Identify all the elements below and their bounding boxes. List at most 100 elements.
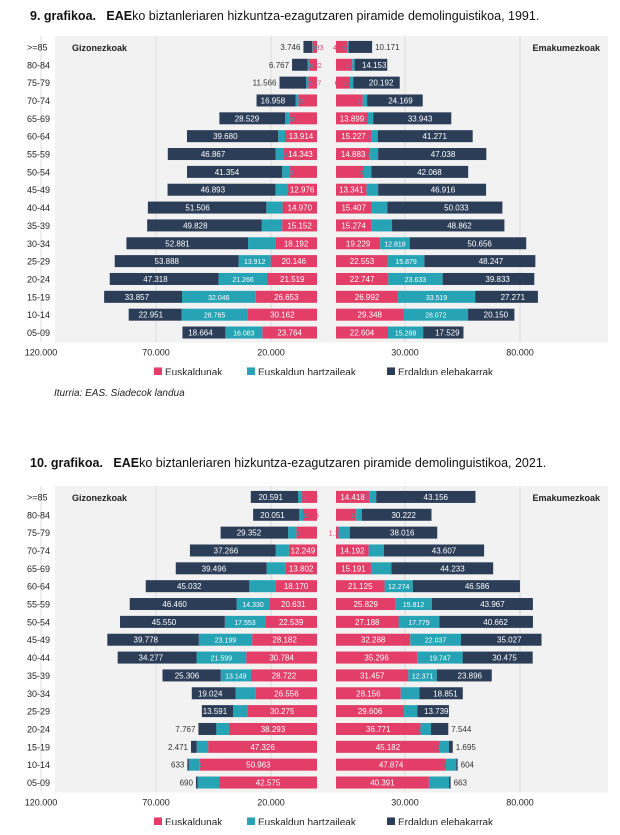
age-group-label: 30-34 xyxy=(27,239,50,249)
bar-men-euskaldunak xyxy=(284,130,317,143)
data-label: 3.067 xyxy=(365,496,381,502)
bar-men-erdaldunak xyxy=(175,562,267,575)
data-label: 52.881 xyxy=(165,239,190,248)
data-label: 3.837 xyxy=(304,81,322,88)
data-label: 18.192 xyxy=(284,239,309,248)
data-label: 3.664 xyxy=(272,153,288,159)
data-label: 48.862 xyxy=(447,221,472,230)
bar-men-hartzaileak xyxy=(198,633,253,646)
data-label: 3.746 xyxy=(280,43,301,52)
data-label: 5.742 xyxy=(403,710,419,716)
bar-men-hartzaileak xyxy=(225,326,263,339)
bar-women-erdaldunak xyxy=(392,219,505,232)
data-label: 1.229 xyxy=(289,99,305,105)
bar-men-hartzaileak xyxy=(249,580,276,593)
bar-women-euskaldunak xyxy=(336,490,370,503)
data-label: 1.695 xyxy=(456,743,477,752)
bar-women-hartzaileak xyxy=(370,562,392,575)
bar-men-euskaldunak xyxy=(208,740,317,753)
data-label: 33.519 xyxy=(426,295,448,302)
data-label: 53.888 xyxy=(155,257,180,266)
data-label: 38.016 xyxy=(390,529,415,538)
data-label: 43.967 xyxy=(480,600,505,609)
data-label: 27.188 xyxy=(355,618,380,627)
x-tick-label: 70.000 xyxy=(142,347,170,357)
data-label: 36.771 xyxy=(366,725,391,734)
data-label: 13.341 xyxy=(339,186,364,195)
bar-women-euskaldunak xyxy=(336,237,381,250)
data-label: 2.284 xyxy=(363,117,379,123)
data-label: 1.409 xyxy=(344,82,360,88)
data-label: 23.633 xyxy=(405,277,427,284)
bar-men-erdaldunak xyxy=(129,598,237,611)
data-label: 4.889 xyxy=(333,45,351,52)
bar-women-euskaldunak xyxy=(336,255,388,268)
bar-men-euskaldunak xyxy=(289,112,317,125)
bar-women-erdaldunak xyxy=(376,490,476,503)
bar-men-euskaldunak xyxy=(284,148,317,161)
bar-women-hartzaileak xyxy=(371,130,378,143)
legend-swatch xyxy=(387,817,395,825)
bar-men-euskaldunak xyxy=(255,290,317,303)
bar-women-erdaldunak xyxy=(439,615,533,628)
bar-men-euskaldunak xyxy=(298,94,317,107)
data-label: 13.591 xyxy=(203,707,228,716)
data-label: 42.068 xyxy=(417,168,442,177)
bar-women-euskaldunak xyxy=(336,290,399,303)
data-label: 14.970 xyxy=(288,204,313,213)
data-label: 3.458 xyxy=(279,171,295,177)
data-label: 33.943 xyxy=(408,114,433,123)
bar-men-erdaldunak xyxy=(147,201,267,214)
age-group-label: 20-24 xyxy=(27,724,50,734)
data-label: 21.266 xyxy=(232,277,254,284)
data-label: 2.471 xyxy=(168,743,189,752)
bar-women-erdaldunak xyxy=(409,237,527,250)
bar-men-erdaldunak xyxy=(250,490,299,503)
data-label: 6.802 xyxy=(300,495,318,502)
age-group-label: 45-49 xyxy=(27,635,50,645)
data-label: 39.496 xyxy=(202,564,227,573)
bar-women-hartzaileak xyxy=(400,687,420,700)
bar-men-hartzaileak xyxy=(306,76,309,89)
bar-women-erdaldunak xyxy=(353,76,400,89)
data-label: 4.411 xyxy=(444,764,459,770)
bar-men-euskaldunak xyxy=(199,758,317,771)
data-label: 2.477 xyxy=(352,514,368,520)
data-label: 38.293 xyxy=(261,725,286,734)
bar-women-euskaldunak xyxy=(336,722,421,735)
data-label: 7.076 xyxy=(335,63,353,70)
data-label: 7.767 xyxy=(175,725,196,734)
bar-men-hartzaileak xyxy=(235,687,256,700)
bar-men-hartzaileak xyxy=(233,705,248,718)
bar-men-euskaldunak xyxy=(290,165,317,178)
data-label: 19.229 xyxy=(346,239,371,248)
data-label: 21.125 xyxy=(348,582,373,591)
data-label: 13.739 xyxy=(424,707,449,716)
data-label: 23.764 xyxy=(277,329,302,338)
data-label: 6.600 xyxy=(369,549,385,555)
age-group-label: 80-84 xyxy=(27,60,50,70)
data-label: 22.951 xyxy=(139,311,164,320)
bar-women-euskaldunak xyxy=(336,219,372,232)
bar-men-erdaldunak xyxy=(292,58,308,71)
bar-men-euskaldunak xyxy=(308,58,317,71)
bar-women-euskaldunak xyxy=(336,76,351,89)
bar-men-hartzaileak xyxy=(299,508,303,521)
data-label: 28.156 xyxy=(356,689,381,698)
data-label: 29.352 xyxy=(237,529,262,538)
chart-title-1991: 9. grafikoa. EAEko biztanleriaren hizkun… xyxy=(30,9,540,23)
data-label: 7.054 xyxy=(267,207,283,213)
bar-men-euskaldunak xyxy=(255,687,317,700)
bar-men-hartzaileak xyxy=(188,758,200,771)
bar-women-hartzaileak xyxy=(371,219,393,232)
data-label: 12.249 xyxy=(291,546,316,555)
bar-women-erdaldunak xyxy=(423,326,464,339)
pyramid-chart-1991: Gizonezkoak Emakumezkoak >=85 80-84 75-79 70-… xyxy=(25,36,608,375)
bar-women-hartzaileak xyxy=(403,308,469,321)
age-group-label: 60-64 xyxy=(27,582,50,592)
data-label: 22.553 xyxy=(350,257,375,266)
bar-men-hartzaileak xyxy=(236,598,270,611)
data-label: 49.828 xyxy=(183,221,208,230)
bar-women-euskaldunak xyxy=(336,526,339,539)
data-label: 46.460 xyxy=(162,600,187,609)
